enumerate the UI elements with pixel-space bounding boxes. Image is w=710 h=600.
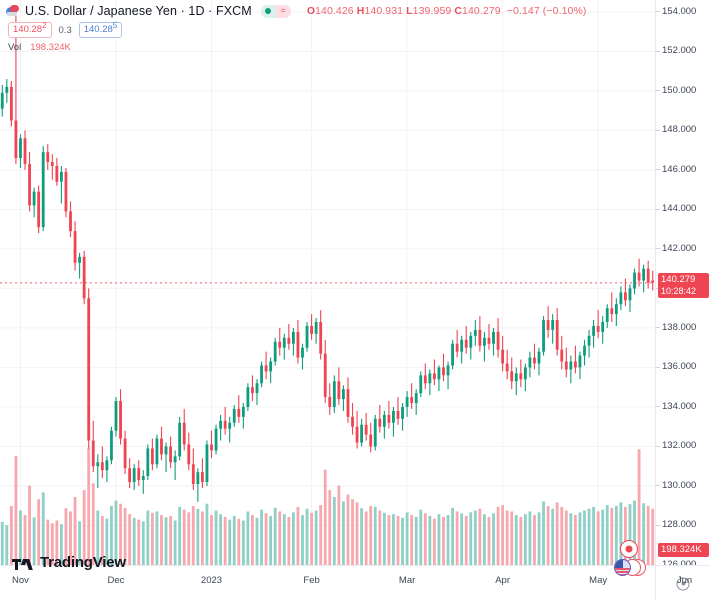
wave-icon: ≈ — [281, 6, 286, 15]
volume-badge[interactable]: 198.324K — [658, 543, 709, 557]
record-dot-icon[interactable] — [620, 540, 638, 558]
price-axis[interactable]: 154.000 152.000 150.000 148.000 146.000 144.0… — [655, 0, 710, 570]
indicator-toggle-group[interactable]: ≈ — [260, 4, 291, 18]
ohlc-close-value: 140.279 — [462, 5, 501, 17]
price-tick-value: 146.000 — [662, 163, 697, 175]
volume-row: Vol 198.324K — [8, 42, 71, 53]
candlestick-svg — [0, 0, 655, 565]
price-tick-label: 154.000 — [656, 5, 697, 17]
tradingview-mark-icon — [12, 556, 34, 570]
price-tick-value: 134.000 — [662, 400, 697, 412]
globe-flag-icon[interactable] — [614, 558, 648, 578]
series-visibility-toggle[interactable] — [260, 4, 276, 18]
price-tick-label: 130.000 — [656, 479, 697, 491]
time-tick-label: Jun — [676, 575, 693, 586]
price-tick-label: 132.000 — [656, 440, 697, 452]
tradingview-logo-text: TradingView — [40, 554, 126, 571]
price-tick-label: 144.000 — [656, 203, 697, 215]
time-tick-label: Dec — [107, 575, 125, 586]
ask-price-value: 140.28 — [83, 23, 113, 35]
ohlc-high-label: H — [356, 5, 365, 17]
volume-badge-value: 198.324K — [661, 543, 702, 555]
price-tick-label: 152.000 — [656, 45, 697, 57]
usd-jpy-flag-icon — [6, 4, 20, 18]
price-tick-value: 152.000 — [662, 45, 697, 57]
ohlc-close-label: C — [454, 5, 463, 17]
time-tick-label: 2023 — [200, 575, 223, 586]
time-tick-label: Apr — [495, 575, 511, 586]
ask-price-fraction: 5 — [112, 20, 118, 30]
quote-row: 140.282 0.3 140.285 — [8, 20, 123, 38]
ohlc-low-label: L — [406, 5, 413, 17]
price-tick-value: 144.000 — [662, 203, 697, 215]
price-tick-value: 142.000 — [662, 242, 697, 254]
symbol-row: U.S. Dollar / Japanese Yen · 1D · FXCM ≈… — [6, 3, 587, 19]
time-tick-label: Feb — [303, 575, 320, 586]
volume-value: 198.324K — [30, 42, 71, 53]
current-price-badge[interactable]: 140.279 10:28:42 — [658, 272, 709, 299]
price-tick-value: 148.000 — [662, 124, 697, 136]
ohlc-readout: O140.426 H140.931 L139.959 C140.279 −0.1… — [307, 5, 587, 17]
price-tick-label: 148.000 — [656, 124, 697, 136]
price-tick-label: 146.000 — [656, 163, 697, 175]
price-tick-value: 128.000 — [662, 519, 697, 531]
price-tick-value: 130.000 — [662, 479, 697, 491]
clock-icon[interactable] — [676, 577, 690, 590]
axis-corner[interactable] — [655, 566, 710, 600]
spread-value: 0.3 — [58, 24, 72, 36]
ohlc-change: −0.147 — [506, 5, 540, 17]
ohlc-high-value: 140.931 — [364, 5, 404, 17]
time-tick-label: May — [589, 575, 608, 586]
price-tick-value: 136.000 — [662, 361, 697, 373]
ohlc-open-value: 140.426 — [315, 5, 354, 17]
time-tick-label: Nov — [12, 575, 29, 586]
bid-price-value: 140.28 — [13, 23, 43, 35]
price-tick-value: 126.000 — [662, 559, 696, 570]
price-tick-label: 134.000 — [656, 400, 697, 412]
price-tick-label: 138.000 — [656, 321, 697, 333]
price-tick-label: 142.000 — [656, 242, 697, 254]
time-tick-label: Mar — [398, 575, 416, 586]
indicator-wave-toggle[interactable]: ≈ — [275, 4, 291, 18]
price-tick-value: 138.000 — [662, 321, 697, 333]
chart-header: U.S. Dollar / Japanese Yen · 1D · FXCM ≈… — [0, 0, 710, 58]
ask-price-badge[interactable]: 140.285 — [78, 20, 123, 38]
ohlc-change-percent: (−0.10%) — [542, 5, 587, 17]
current-price-time: 10:28:42 — [661, 285, 697, 296]
price-tick-label: 128.000 — [656, 519, 697, 531]
volume-label[interactable]: Vol — [8, 42, 22, 53]
ohlc-low-value: 139.959 — [412, 5, 452, 17]
time-axis[interactable]: Nov Dec 2023 Feb Mar Apr May Jun — [0, 565, 710, 600]
price-tick-value: 154.000 — [662, 5, 697, 17]
current-price-value: 140.279 — [661, 273, 696, 285]
price-tick-value: 132.000 — [662, 440, 697, 452]
price-tick-label: 136.000 — [656, 361, 697, 373]
price-tick-value: 150.000 — [662, 84, 697, 96]
ohlc-open-label: O — [306, 5, 316, 17]
chart-plot-area[interactable] — [0, 0, 655, 565]
symbol-title[interactable]: U.S. Dollar / Japanese Yen · 1D · FXCM — [25, 4, 252, 18]
bid-price-fraction: 2 — [42, 20, 47, 30]
tradingview-logo: TradingView — [12, 554, 126, 571]
price-tick-label: 150.000 — [656, 84, 697, 96]
bid-price-badge[interactable]: 140.282 — [8, 20, 52, 38]
